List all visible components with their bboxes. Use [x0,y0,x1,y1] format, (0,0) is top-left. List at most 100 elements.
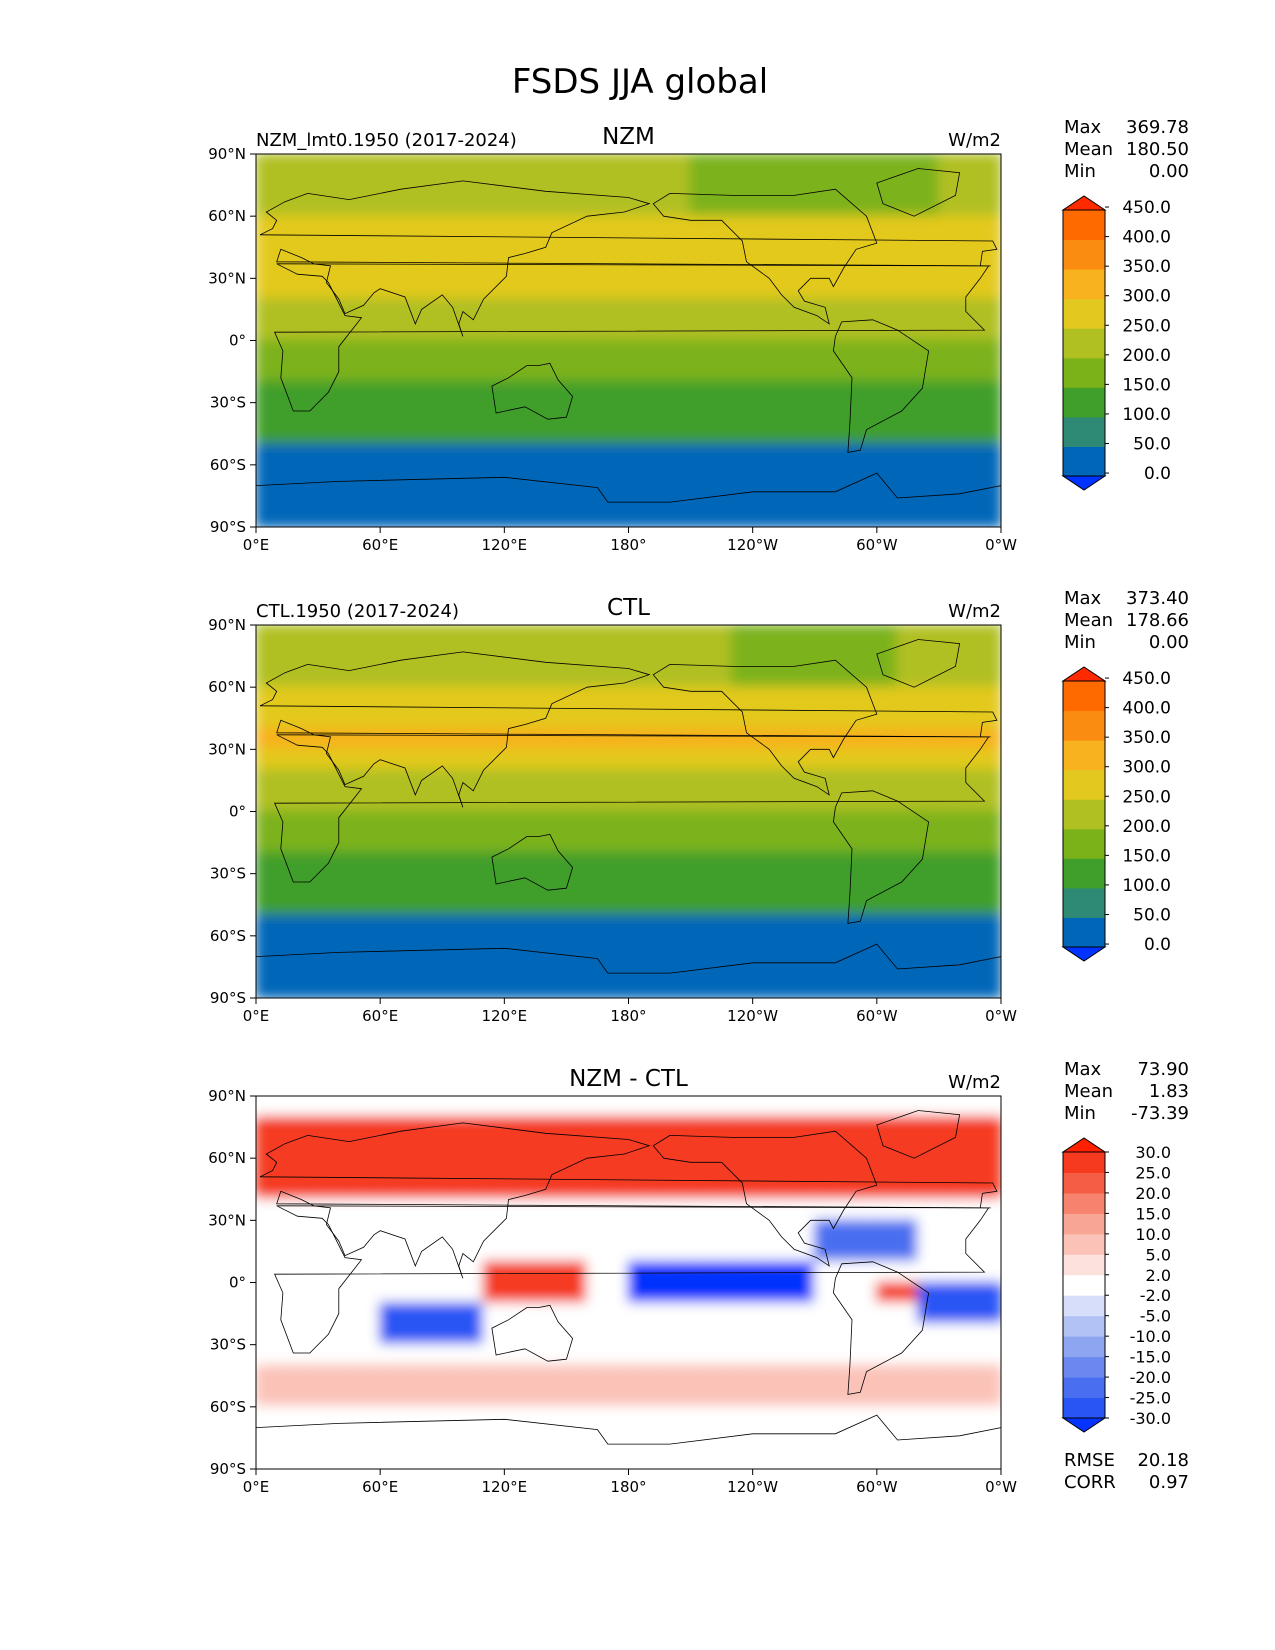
field-cell [606,789,630,813]
colorbar-label: 250.0 [1122,787,1171,807]
field-cell [979,380,1001,404]
field-cell [461,1322,485,1346]
field-cell [834,256,858,280]
field-cell [834,1219,858,1243]
field-cell [275,1136,299,1160]
field-cell [358,976,382,998]
field-cell [256,955,278,979]
field-cell [399,1281,423,1305]
field-cell [337,1447,361,1469]
field-cell [627,1260,651,1284]
field-cell [606,1447,630,1469]
field-cell [813,625,837,647]
field-cell [441,914,464,937]
field-cell [337,1426,361,1450]
field-cell [586,1364,609,1388]
field-cell [337,339,361,363]
field-cell [606,686,630,709]
field-cell [730,727,754,751]
field-cell [275,1096,299,1118]
field-cell [668,831,692,854]
field-cell [544,1447,568,1469]
field-cell [441,1219,464,1243]
field-cell [275,1343,299,1367]
field-cell [896,1447,920,1469]
field-cell [379,463,402,487]
field-cell [834,235,858,259]
field-cell [524,1447,547,1469]
field-cell [730,1322,754,1346]
field-cell [586,872,609,896]
field-cell [689,686,713,709]
field-cell [648,1405,671,1429]
field-cell [958,277,982,301]
field-cell [689,235,713,259]
field-cell [834,1240,858,1263]
colorbar-label: 50.0 [1133,434,1171,454]
field-cell [586,831,609,854]
coastlines [255,639,1002,999]
field-cell [958,1364,982,1388]
field-cell [544,215,568,238]
field-cell [772,277,796,301]
field-cell [606,872,630,896]
field-cell [875,298,899,321]
field-cell [710,1240,733,1263]
field-cell [730,1157,754,1180]
field-cell [337,505,361,527]
field-cell [834,1447,858,1469]
field-cell [544,1385,568,1408]
field-cell [379,318,402,342]
field-cell [441,298,464,321]
field-cell [730,851,754,875]
field-cell [503,1405,527,1429]
field-cell [317,235,340,259]
field-cell [710,360,733,383]
field-cell [896,1240,920,1263]
map-panel-2: 90°N60°N30°N0°30°S60°S90°S0°E 60°E 120°E 18… [208,588,1189,1025]
field-cell [730,1385,754,1408]
field-cell [793,1115,816,1139]
field-cell [275,1177,299,1201]
field-cell [420,463,444,487]
field-cell [296,443,320,466]
field-cell [379,1343,402,1367]
field-cell [358,769,382,792]
field-cell [420,934,444,958]
field-cell [730,955,754,979]
field-cell [689,1240,713,1263]
field-cell [296,1281,320,1305]
field-cell [648,955,671,979]
colorbar-segment [1063,1192,1105,1214]
field-cell [586,1302,609,1325]
field-cell [648,914,671,937]
field-cell [275,976,299,998]
field-cell [317,1177,340,1201]
field-cell [379,235,402,259]
field-cell [399,380,423,404]
field-cell [296,484,320,508]
field-cell [710,1405,733,1429]
field-cell [544,339,568,363]
colorbar: 0.050.0100.0150.0200.0250.0300.0350.0400… [1061,195,1171,491]
field-cell [606,934,630,958]
field-cell [358,686,382,709]
field-cell [461,173,485,197]
field-cell [896,1322,920,1346]
field-cell [937,380,961,404]
field-cell [256,154,278,176]
field-cell [668,706,692,730]
field-cell [689,644,713,668]
field-cell [296,318,320,342]
field-cell [606,154,630,176]
field-cell [275,1281,299,1305]
field-cell [275,277,299,301]
field-cell [482,1096,506,1118]
field-cell [399,256,423,280]
field-cell [751,1198,775,1222]
field-cell [834,872,858,896]
field-cell [420,422,444,446]
field-cell [875,1177,899,1201]
field-cell [565,1157,589,1180]
field-cell [482,1405,506,1429]
